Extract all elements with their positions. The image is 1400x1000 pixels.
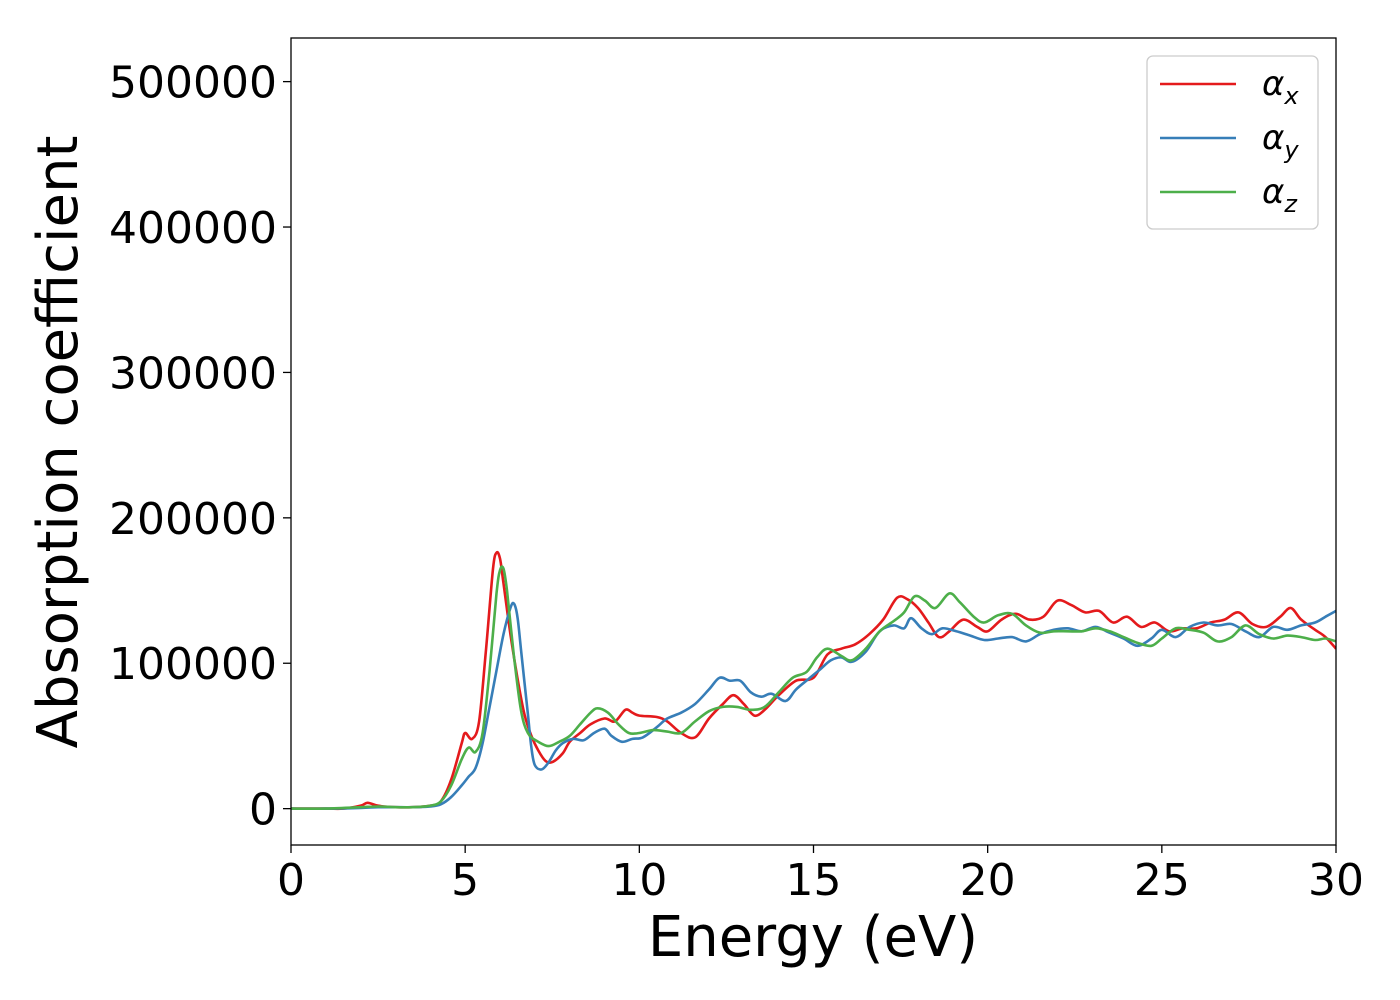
- x-tick-label: 10: [611, 855, 667, 906]
- x-tick-label: 30: [1308, 855, 1364, 906]
- x-axis-label: Energy (eV): [648, 905, 978, 970]
- plot-lines: [291, 550, 1336, 811]
- y-tick-label: 500000: [109, 58, 277, 109]
- y-axis-label: Absorption coefficient: [26, 136, 91, 749]
- x-tick-label: 0: [277, 855, 305, 906]
- series-line-z: [291, 565, 1336, 811]
- series-line-y: [291, 601, 1336, 810]
- y-tick-label: 400000: [109, 203, 277, 254]
- legend-label-x: αx: [1262, 64, 1299, 110]
- x-axis-ticks: 0 5 10 15 20 25 30: [277, 845, 1364, 906]
- y-tick-label: 300000: [109, 348, 277, 399]
- x-tick-label: 15: [786, 855, 842, 906]
- y-tick-label: 200000: [109, 494, 277, 545]
- x-tick-label: 25: [1134, 855, 1190, 906]
- legend-label-y: αy: [1262, 118, 1299, 164]
- series-line-x: [291, 550, 1336, 811]
- x-tick-label: 20: [960, 855, 1016, 906]
- legend: αx αy αz: [1146, 55, 1319, 230]
- y-axis-ticks: 0 100000 200000 300000 400000 500000: [109, 58, 291, 836]
- y-tick-label: 0: [249, 785, 277, 836]
- legend-box: [1146, 55, 1319, 230]
- legend-label-z: αz: [1262, 172, 1298, 218]
- x-tick-label: 5: [451, 855, 479, 906]
- y-tick-label: 100000: [109, 639, 277, 690]
